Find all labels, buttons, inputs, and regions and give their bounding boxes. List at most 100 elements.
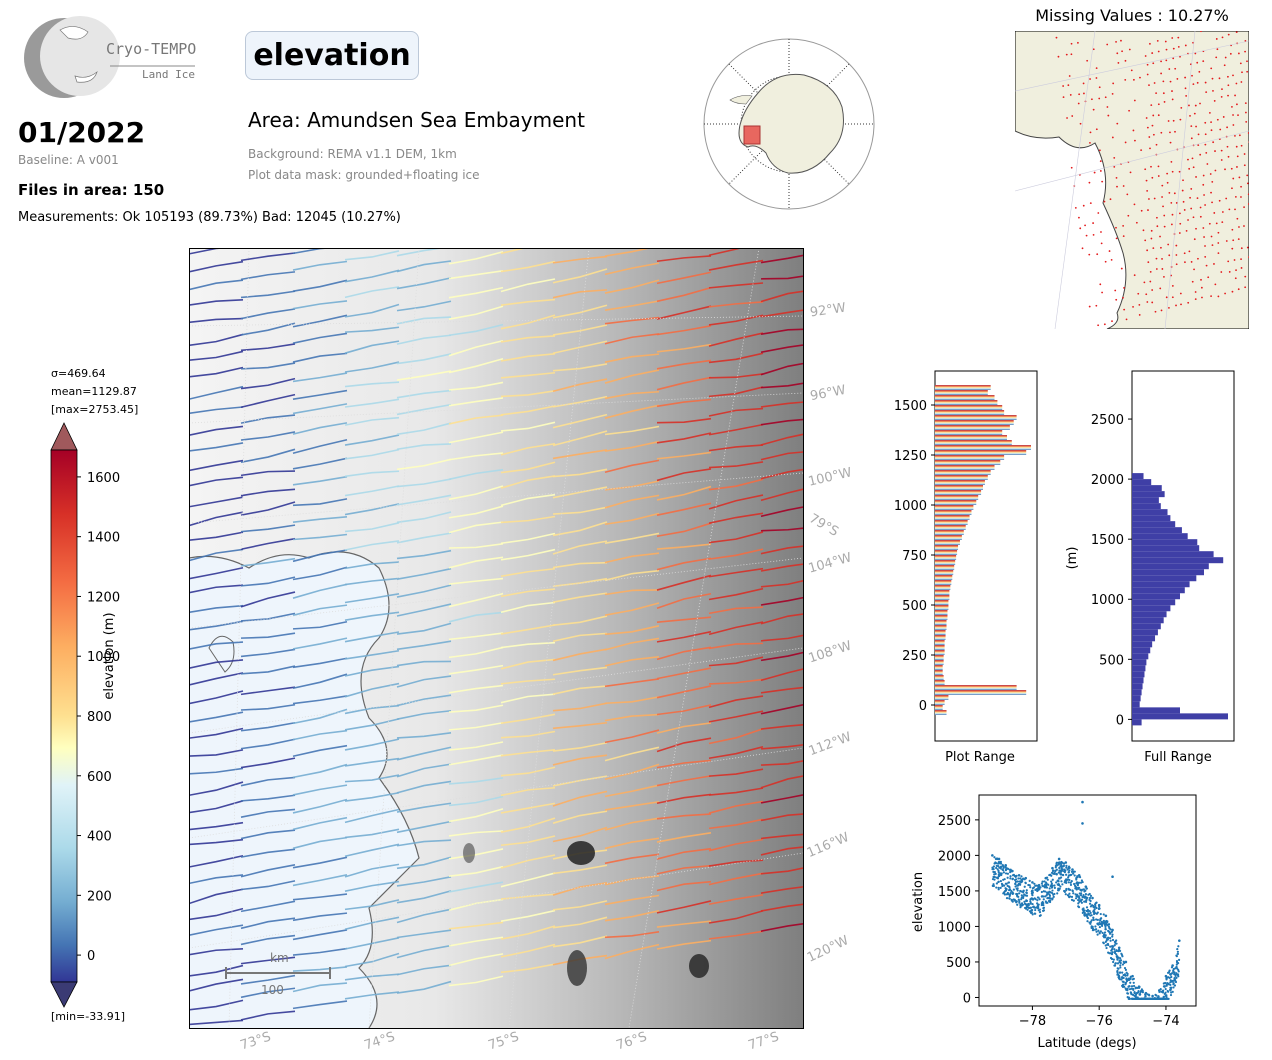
hist-bar xyxy=(1132,671,1145,678)
hist-bar xyxy=(935,485,983,490)
hist-bar xyxy=(935,440,1012,445)
scatter-point xyxy=(1017,873,1021,877)
hist-bar xyxy=(1132,677,1144,684)
scatter-ytick-3: 1500 xyxy=(938,885,971,900)
hist-bar xyxy=(935,590,950,595)
scatter-ytick-1: 500 xyxy=(946,956,971,971)
hist-bar xyxy=(1132,695,1141,702)
scatter-point xyxy=(1097,903,1101,907)
scatter-xtick-0: −78 xyxy=(1019,1014,1046,1029)
lon-label-2: 100°W xyxy=(806,465,854,490)
hist-bar xyxy=(1132,683,1143,690)
scatter-xtick-2: −74 xyxy=(1152,1014,1179,1029)
page-title: elevation xyxy=(245,31,419,80)
lat-label-0: 73°S xyxy=(238,1029,273,1054)
scatter-ytick-0: 0 xyxy=(963,991,971,1006)
scatter-ticks: −78 −76 −74 0 500 1000 1500 2000 2500 xyxy=(938,814,1180,1029)
hist-bar xyxy=(1132,563,1209,570)
hist-bar xyxy=(1132,617,1164,624)
colorbar-tick-7: 200 xyxy=(87,889,112,904)
hist-bar xyxy=(935,630,946,635)
hist-bar xyxy=(935,385,991,390)
hist-ytick-4: 500 xyxy=(1099,653,1124,668)
lon-label-6: 116°W xyxy=(804,829,852,862)
scatter-point xyxy=(1057,857,1061,861)
hist-bar xyxy=(1132,641,1153,648)
altimetry-tracks xyxy=(189,248,803,1026)
scatter-point xyxy=(1004,864,1008,867)
scatter-point xyxy=(1031,881,1034,884)
colorbar-tick-6: 400 xyxy=(87,830,112,845)
stat-mean: mean=1129.87 xyxy=(51,385,137,398)
hist2-xlabel: Full Range xyxy=(1144,750,1212,765)
hist-bar xyxy=(1132,497,1159,504)
hist-bar xyxy=(935,465,995,470)
colorbar-tick-1: 1400 xyxy=(87,531,120,546)
hist-bar xyxy=(935,525,966,530)
hist-bar xyxy=(935,515,970,520)
lon-label-5: 112°W xyxy=(806,729,854,760)
hist1-bars xyxy=(935,385,1031,715)
hist-bar xyxy=(935,420,1014,425)
colorbar-tick-3: 1000 xyxy=(87,650,120,665)
hist-bar xyxy=(1132,545,1200,552)
hist-ytick-6: 0 xyxy=(919,699,927,714)
cryo-tempo-logo: Cryo-TEMPO Land Ice xyxy=(20,16,200,100)
hist-bar xyxy=(935,565,955,570)
hist-bar xyxy=(935,645,945,650)
hist-bar xyxy=(935,470,991,475)
hist-bar xyxy=(1132,719,1142,726)
hist-bar xyxy=(935,580,952,585)
hist-bar xyxy=(1132,479,1152,486)
scatter-point xyxy=(1077,873,1081,877)
hist-bar xyxy=(935,665,943,670)
hist-bar xyxy=(1132,515,1171,522)
lon-label-0: 92°W xyxy=(809,300,847,321)
scatter-xlabel: Latitude (degs) xyxy=(1037,1036,1136,1051)
hist-bar xyxy=(935,575,953,580)
hist-ytick-2: 1500 xyxy=(1091,533,1124,548)
hist-bar xyxy=(935,490,982,495)
hist-bar xyxy=(1132,473,1144,480)
files-label: Files in area: 150 xyxy=(18,181,165,199)
scatter-point xyxy=(1111,875,1114,879)
hist-bar xyxy=(935,390,988,395)
hist-bar xyxy=(935,455,1005,460)
baseline-label: Baseline: A v001 xyxy=(18,153,119,167)
hist-bar xyxy=(935,505,974,510)
hist-bar xyxy=(935,560,956,565)
scatter-ylabel: elevation xyxy=(911,872,926,932)
background-label: Background: REMA v1.1 DEM, 1km xyxy=(248,147,457,161)
hist-bar xyxy=(935,410,1005,415)
scatter-point xyxy=(1144,991,1148,995)
stat-sigma: σ=469.64 xyxy=(51,367,106,380)
scatter-point xyxy=(1044,876,1048,880)
scatter-points xyxy=(991,800,1181,1000)
scatter-point xyxy=(1064,861,1068,864)
hist-ytick-0: 1500 xyxy=(894,399,927,414)
missing-title: Missing Values : 10.27% xyxy=(1035,6,1229,25)
scatter-ytick-4: 2000 xyxy=(938,849,971,864)
hist-bar xyxy=(935,675,944,680)
hist-bar xyxy=(935,650,945,655)
hist1-ticks: 1500 1250 1000 750 500 250 0 xyxy=(894,399,935,714)
logo-name: Cryo-TEMPO xyxy=(106,40,197,58)
hist-bar xyxy=(1132,569,1204,576)
hist-bar xyxy=(1132,647,1151,654)
scalebar-value: 100 xyxy=(261,983,284,997)
hist-bar xyxy=(935,705,943,710)
hist-bar xyxy=(1132,527,1182,534)
hist-ytick-1: 1250 xyxy=(894,449,927,464)
scatter-point xyxy=(1131,974,1134,978)
scatter-point xyxy=(1037,883,1041,887)
hist-bar xyxy=(1132,701,1140,708)
hist-ytick-2: 1000 xyxy=(894,499,927,514)
hist-bar xyxy=(1132,557,1224,564)
hist-bar xyxy=(1132,629,1158,636)
scatter-point xyxy=(1137,985,1141,989)
hist-bar xyxy=(935,445,1031,450)
scatter-point xyxy=(997,857,1001,861)
stat-max: [max=2753.45] xyxy=(51,403,139,416)
hist-bar xyxy=(935,555,957,560)
hist-bar xyxy=(1132,665,1146,672)
